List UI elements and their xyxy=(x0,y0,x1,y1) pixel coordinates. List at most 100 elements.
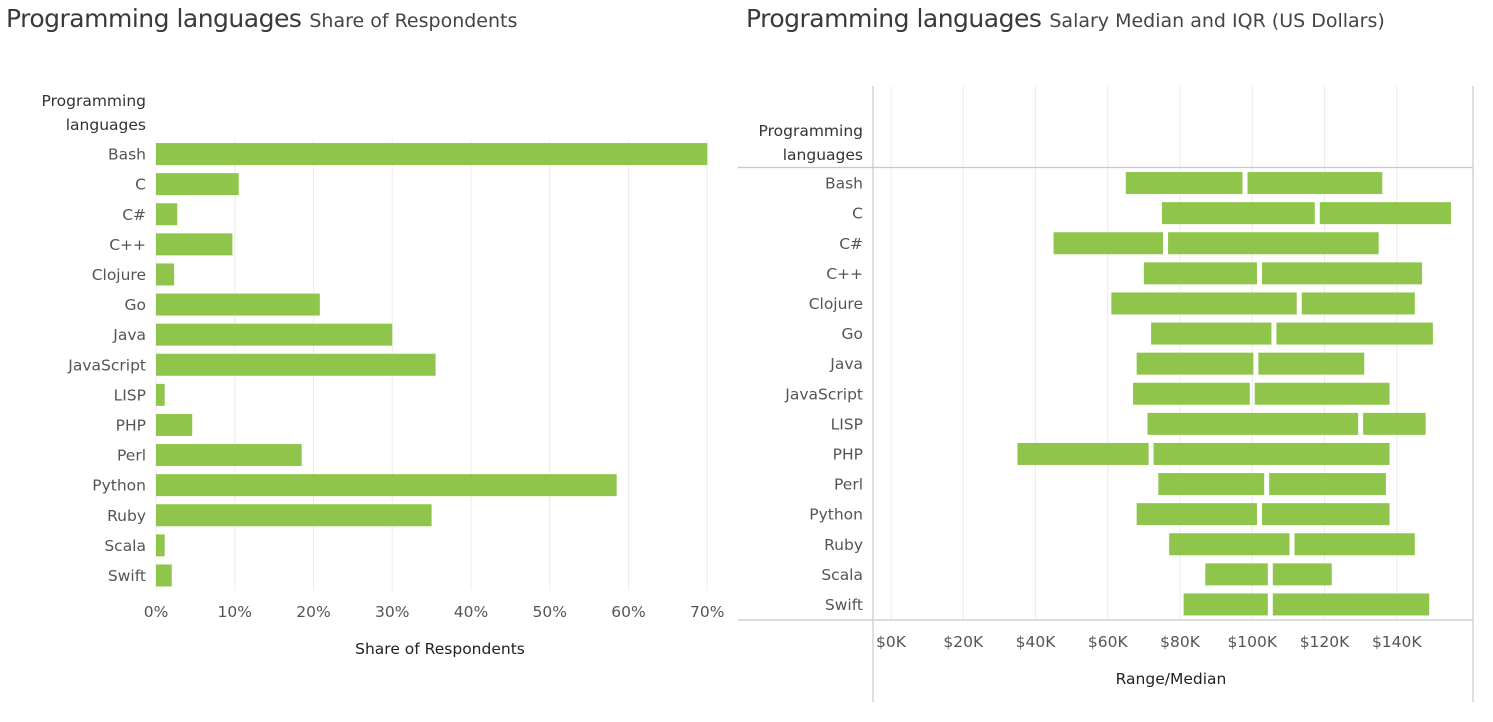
iqr-upper-bar-csharp xyxy=(1168,232,1379,255)
row-header: languages xyxy=(66,116,146,134)
category-label-lisp: LISP xyxy=(114,386,146,404)
x-tick-label: $140K xyxy=(1372,633,1422,651)
x-tick-label: $40K xyxy=(1016,633,1057,651)
iqr-lower-bar-python xyxy=(1136,503,1257,526)
iqr-lower-bar-lisp xyxy=(1147,412,1359,435)
category-label-c: C xyxy=(852,205,863,223)
x-tick-label: $60K xyxy=(1088,633,1129,651)
iqr-lower-bar-bash xyxy=(1125,172,1243,195)
share-of-respondents-chart: Programming languages Bash C C# C++ Clojure Go J… xyxy=(42,92,725,658)
bar-scala xyxy=(156,534,165,557)
row-header: languages xyxy=(783,146,863,164)
category-label-clojure: Clojure xyxy=(809,295,863,313)
iqr-upper-bar-cplusplus xyxy=(1261,262,1423,285)
category-label-javascript: JavaScript xyxy=(67,356,146,374)
iqr-lower-bar-php xyxy=(1017,442,1149,465)
iqr-upper-bar-javascript xyxy=(1254,382,1390,405)
bar-clojure xyxy=(156,263,175,286)
iqr-lower-bar-c xyxy=(1161,202,1315,225)
bar-php xyxy=(156,413,193,436)
iqr-upper-bar-php xyxy=(1153,442,1390,465)
bar-javascript xyxy=(156,353,436,376)
x-tick-label: $0K xyxy=(876,633,907,651)
iqr-lower-bar-clojure xyxy=(1111,292,1297,315)
row-header: Programming xyxy=(759,122,863,140)
category-label-cplusplus: C++ xyxy=(109,236,146,254)
iqr-upper-bar-go xyxy=(1276,322,1433,345)
left-chart-title: Programming languages xyxy=(6,4,302,33)
iqr-upper-bar-clojure xyxy=(1301,292,1415,315)
x-tick-label: $100K xyxy=(1227,633,1277,651)
category-label-ruby: Ruby xyxy=(824,536,863,554)
row-header: Programming xyxy=(42,92,146,110)
bar-python xyxy=(156,474,617,497)
x-tick-label: $120K xyxy=(1300,633,1350,651)
category-label-python: Python xyxy=(92,477,146,495)
iqr-upper-bar-python xyxy=(1261,503,1390,526)
category-label-scala: Scala xyxy=(821,566,863,584)
category-label-swift: Swift xyxy=(108,567,146,585)
right-chart-title: Programming languages xyxy=(746,4,1042,33)
bar-swift xyxy=(156,564,172,587)
x-axis-title: Range/Median xyxy=(1116,670,1227,688)
iqr-lower-bar-perl xyxy=(1158,473,1265,496)
bar-cplusplus xyxy=(156,233,233,256)
category-label-java: Java xyxy=(112,326,146,344)
category-label-bash: Bash xyxy=(108,146,146,164)
bar-java xyxy=(156,323,393,346)
bar-bash xyxy=(156,143,708,166)
category-label-python: Python xyxy=(809,506,863,524)
iqr-upper-bar-scala xyxy=(1272,563,1332,586)
iqr-lower-bar-ruby xyxy=(1169,533,1290,556)
category-label-c: C xyxy=(135,176,146,194)
x-tick-label: 40% xyxy=(454,603,488,621)
iqr-upper-bar-swift xyxy=(1272,593,1430,616)
x-tick-label: 50% xyxy=(533,603,567,621)
category-label-swift: Swift xyxy=(825,596,863,614)
bar-lisp xyxy=(156,383,165,406)
right-chart-subtitle: Salary Median and IQR (US Dollars) xyxy=(1049,10,1385,32)
x-tick-label: 30% xyxy=(375,603,409,621)
iqr-upper-bar-perl xyxy=(1269,473,1386,496)
iqr-lower-bar-csharp xyxy=(1053,232,1164,255)
category-label-php: PHP xyxy=(116,416,146,434)
x-axis-title: Share of Respondents xyxy=(355,640,525,658)
iqr-upper-bar-bash xyxy=(1247,172,1383,195)
x-tick-label: $20K xyxy=(943,633,984,651)
category-label-javascript: JavaScript xyxy=(784,385,863,403)
category-label-ruby: Ruby xyxy=(107,507,146,525)
bar-csharp xyxy=(156,203,178,226)
right-panel-title: Programming languages Salary Median and I… xyxy=(746,4,1385,33)
bar-ruby xyxy=(156,504,432,527)
iqr-lower-bar-java xyxy=(1136,352,1254,375)
iqr-lower-bar-go xyxy=(1151,322,1272,345)
bar-go xyxy=(156,293,320,316)
iqr-lower-bar-cplusplus xyxy=(1143,262,1257,285)
category-label-perl: Perl xyxy=(834,476,863,494)
category-label-perl: Perl xyxy=(117,447,146,465)
category-label-csharp: C# xyxy=(839,235,863,253)
iqr-lower-bar-scala xyxy=(1205,563,1268,586)
iqr-upper-bar-ruby xyxy=(1294,533,1415,556)
bar-c xyxy=(156,173,239,196)
category-label-cplusplus: C++ xyxy=(826,265,863,283)
category-label-lisp: LISP xyxy=(831,415,863,433)
category-label-go: Go xyxy=(125,296,147,314)
category-label-php: PHP xyxy=(833,445,863,463)
iqr-upper-bar-c xyxy=(1319,202,1451,225)
x-tick-label: 0% xyxy=(144,603,169,621)
left-chart-subtitle: Share of Respondents xyxy=(309,10,518,32)
category-label-clojure: Clojure xyxy=(92,266,146,284)
bar-perl xyxy=(156,444,302,467)
category-label-java: Java xyxy=(829,355,863,373)
category-label-csharp: C# xyxy=(122,206,146,224)
category-label-go: Go xyxy=(842,325,864,343)
iqr-lower-bar-swift xyxy=(1183,593,1268,616)
x-tick-label: 60% xyxy=(611,603,645,621)
left-panel-title: Programming languages Share of Respondent… xyxy=(6,4,517,33)
category-label-scala: Scala xyxy=(104,537,146,555)
category-label-bash: Bash xyxy=(825,175,863,193)
x-tick-label: $80K xyxy=(1160,633,1201,651)
x-tick-label: 10% xyxy=(218,603,252,621)
